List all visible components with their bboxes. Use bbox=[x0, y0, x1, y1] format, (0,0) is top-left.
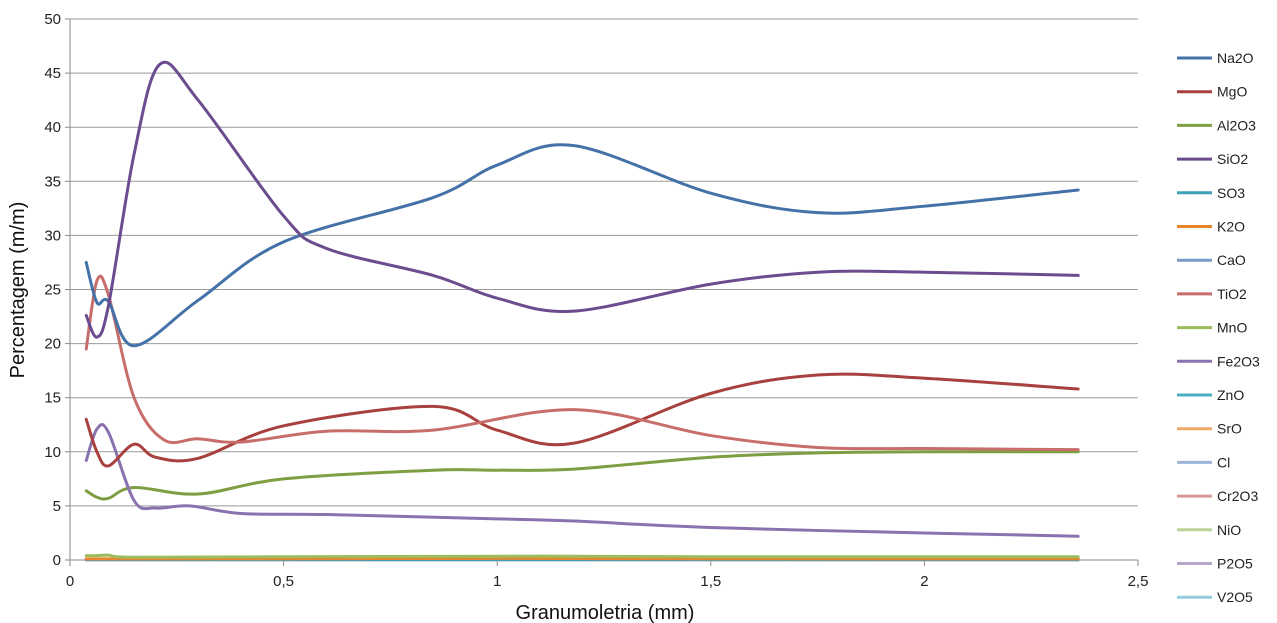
series-line-al2o3 bbox=[84, 450, 1080, 501]
series-line-fe2o3 bbox=[84, 423, 1080, 538]
legend-label-fe2o3: Fe2O3 bbox=[1217, 353, 1260, 369]
axes: 0 5 10 15 20 25 30 35 40 45 50 0 0,5 1 1,5 2 2,5 bbox=[44, 11, 1148, 590]
x-tick-label: 1 bbox=[493, 573, 501, 590]
y-axis-title: Percentagem (m/m) bbox=[7, 202, 29, 379]
legend-label-zno: ZnO bbox=[1217, 387, 1244, 403]
y-tick-label: 45 bbox=[44, 65, 61, 82]
y-tick-label: 50 bbox=[44, 11, 61, 28]
y-tick-label: 0 bbox=[53, 552, 61, 569]
series-line-mgo bbox=[84, 372, 1080, 468]
series-line-k2o bbox=[84, 556, 1080, 561]
legend-label-p2o5: P2O5 bbox=[1217, 556, 1253, 572]
legend-label-tio2: TiO2 bbox=[1217, 286, 1247, 302]
y-tick-label: 5 bbox=[53, 498, 61, 515]
legend-label-v2o5: V2O5 bbox=[1217, 589, 1253, 605]
legend-label-cr2o3: Cr2O3 bbox=[1217, 488, 1258, 504]
legend-label-sio2: SiO2 bbox=[1217, 151, 1248, 167]
series-line-sio2 bbox=[84, 60, 1080, 339]
legend: Na2O MgO Al2O3 SiO2 SO3 K2O CaO TiO2 MnO Fe2O3 ZnO… bbox=[1177, 50, 1260, 605]
grid bbox=[70, 18, 1138, 561]
x-tick-label: 0 bbox=[66, 573, 74, 590]
series-lines bbox=[84, 60, 1080, 562]
series-line-mno bbox=[84, 553, 1080, 559]
y-tick-label: 25 bbox=[44, 282, 61, 299]
y-tick-label: 15 bbox=[44, 390, 61, 407]
y-tick-label: 30 bbox=[44, 227, 61, 244]
legend-label-so3: SO3 bbox=[1217, 185, 1245, 201]
legend-label-nio: NiO bbox=[1217, 522, 1241, 538]
series-line-tio2 bbox=[84, 274, 1080, 452]
x-tick-label: 2 bbox=[920, 573, 928, 590]
legend-label-mgo: MgO bbox=[1217, 84, 1247, 100]
legend-label-cao: CaO bbox=[1217, 252, 1246, 268]
y-tick-label: 40 bbox=[44, 119, 61, 136]
legend-label-sro: SrO bbox=[1217, 421, 1242, 437]
y-tick-label: 20 bbox=[44, 336, 61, 353]
legend-label-mno: MnO bbox=[1217, 320, 1247, 336]
x-tick-label: 1,5 bbox=[700, 573, 721, 590]
y-tick-label: 10 bbox=[44, 444, 61, 461]
series-line-na2o bbox=[84, 143, 1080, 348]
x-tick-label: 0,5 bbox=[273, 573, 294, 590]
legend-label-k2o: K2O bbox=[1217, 219, 1245, 235]
x-tick-label: 2,5 bbox=[1128, 573, 1149, 590]
y-tick-label: 35 bbox=[44, 173, 61, 190]
x-axis-title: Granumoletria (mm) bbox=[516, 602, 695, 623]
legend-label-na2o: Na2O bbox=[1217, 50, 1254, 66]
legend-label-cl: Cl bbox=[1217, 454, 1230, 470]
legend-label-al2o3: Al2O3 bbox=[1217, 117, 1256, 133]
